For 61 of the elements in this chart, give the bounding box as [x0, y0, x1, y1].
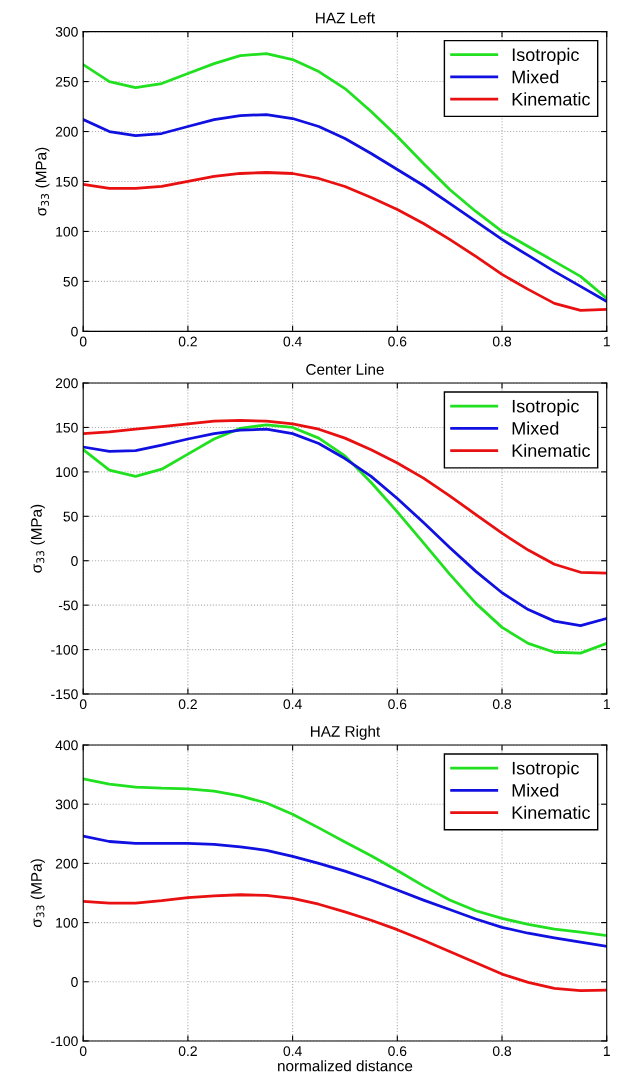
- line-series: [83, 418, 607, 575]
- line-series: [83, 834, 607, 948]
- chart-title: Center Line: [306, 363, 384, 375]
- x-axis-title: normalized distance: [278, 1060, 413, 1072]
- x-tick-label: 0.8: [492, 699, 512, 710]
- y-tick-label: 200: [55, 858, 78, 869]
- legend-label: Mixed: [512, 783, 559, 797]
- y-tick-label: 0: [71, 556, 78, 566]
- x-tick-label: 0.4: [283, 336, 302, 347]
- x-tick-label: 0.6: [388, 699, 407, 710]
- y-tick-label: 250: [55, 76, 78, 87]
- y-tick-label: 150: [56, 422, 78, 433]
- y-tick-label: 50: [63, 276, 78, 287]
- line-series: [83, 893, 607, 993]
- legend-label: Mixed: [512, 70, 559, 84]
- chart-title: HAZ Right: [310, 725, 381, 740]
- legend-label: Isotropic: [512, 47, 579, 65]
- legend-label: Isotropic: [512, 399, 579, 417]
- x-tick-label: 0.8: [492, 1046, 512, 1057]
- y-tick-label: 200: [55, 126, 78, 137]
- x-tick-label: 0.2: [178, 699, 197, 710]
- y-tick-label: 100: [56, 467, 78, 478]
- legend-label: Kinematic: [512, 805, 590, 820]
- y-tick-label: 0: [71, 326, 78, 337]
- y-tick-label: -100: [51, 1036, 78, 1047]
- y-tick-label: 400: [55, 740, 78, 751]
- x-tick-label: 0.2: [178, 1046, 197, 1057]
- y-tick-label: -100: [51, 644, 78, 655]
- x-tick-label: 0.6: [388, 336, 407, 347]
- y-tick-label: 300: [55, 799, 78, 810]
- x-tick-label: 1: [603, 699, 610, 709]
- y-axis-title: σ$_{33}$ (MPa): [30, 504, 45, 573]
- legend-label: Kinematic: [512, 92, 590, 106]
- x-tick-label: 0.4: [283, 1046, 302, 1057]
- x-tick-label: 0: [79, 336, 87, 347]
- x-tick-label: 0.8: [492, 336, 512, 347]
- y-tick-label: 0: [71, 977, 78, 987]
- legend-label: Kinematic: [512, 443, 590, 458]
- y-axis-title: σ$_{33}$ (MPa): [30, 859, 45, 928]
- x-tick-label: 1: [603, 336, 610, 347]
- line-series: [83, 777, 607, 937]
- x-tick-label: 0: [79, 699, 87, 710]
- line-series: [83, 171, 607, 312]
- y-tick-label: 300: [55, 26, 78, 37]
- y-tick-label: -50: [58, 600, 78, 611]
- legend-label: Isotropic: [512, 761, 579, 779]
- legend-label: Mixed: [512, 421, 559, 435]
- y-tick-label: 100: [56, 917, 78, 928]
- x-tick-label: 0.2: [178, 336, 197, 347]
- chart-title: HAZ Left: [316, 12, 375, 24]
- y-tick-label: 150: [56, 176, 78, 187]
- y-tick-label: 100: [56, 226, 78, 237]
- x-tick-label: 0: [79, 1046, 87, 1057]
- y-tick-label: -150: [51, 689, 78, 700]
- y-tick-label: 50: [63, 511, 78, 522]
- x-tick-label: 0.6: [388, 1046, 407, 1057]
- y-tick-label: 200: [55, 378, 78, 389]
- line-series: [83, 113, 607, 303]
- x-tick-label: 1: [603, 1046, 610, 1056]
- y-axis-title: σ$_{33}$ (MPa): [35, 147, 50, 216]
- x-tick-label: 0.4: [283, 699, 302, 710]
